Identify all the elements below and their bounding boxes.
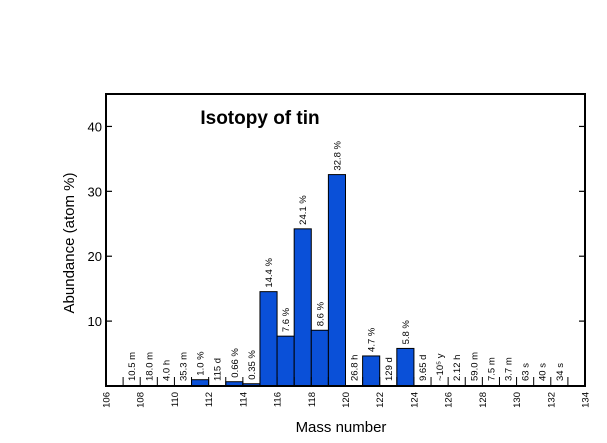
x-tick-label-122: 122 <box>375 392 386 408</box>
bar-mass-119 <box>310 329 329 387</box>
abundance-label-119: 8.6 % <box>315 301 326 326</box>
half-life-label-126: ~10⁵ y <box>435 353 446 381</box>
half-life-label-108: 10.5 m <box>127 352 138 381</box>
half-life-label-131: 63 s <box>521 363 532 381</box>
bar-mass-124 <box>396 347 415 387</box>
x-tick-label-118: 118 <box>307 392 318 407</box>
abundance-label-112: 1.0 % <box>196 351 207 376</box>
y-tick-label-20: 20 <box>88 249 102 264</box>
x-tick-label-116: 116 <box>273 392 284 407</box>
half-life-label-110: 4.0 h <box>161 360 172 381</box>
x-tick-label-130: 130 <box>512 392 523 408</box>
abundance-label-124: 5.8 % <box>401 320 412 345</box>
abundance-label-117: 7.6 % <box>281 307 292 332</box>
x-tick-label-128: 128 <box>478 392 489 408</box>
y-axis-label: Abundance (atom %) <box>61 173 78 314</box>
half-life-label-132: 40 s <box>538 363 549 381</box>
abundance-label-122: 4.7 % <box>367 327 378 352</box>
x-tick-label-110: 110 <box>170 392 181 407</box>
half-life-label-129: 7.5 m <box>486 357 497 381</box>
half-life-label-128: 59.0 m <box>469 352 480 381</box>
x-tick-label-112: 112 <box>204 392 215 407</box>
half-life-label-121: 26.8 h <box>350 355 361 381</box>
x-tick-label-106: 106 <box>102 392 113 408</box>
bar-mass-118 <box>293 228 312 387</box>
x-axis-label: Mass number <box>296 419 387 436</box>
half-life-label-133: 34 s <box>555 363 566 381</box>
abundance-label-115: 0.35 % <box>247 350 258 380</box>
abundance-label-118: 24.1 % <box>298 195 309 225</box>
half-life-label-127: 2.12 h <box>452 355 463 381</box>
y-tick-label-10: 10 <box>88 314 102 329</box>
plot-frame <box>105 93 586 387</box>
half-life-label-130: 3.7 m <box>504 357 515 381</box>
y-tick-label-30: 30 <box>88 184 102 199</box>
bar-mass-122 <box>362 355 381 387</box>
bar-mass-120 <box>327 174 346 387</box>
x-tick-label-108: 108 <box>136 392 147 408</box>
half-life-label-113: 115 d <box>213 358 224 381</box>
x-tick-label-132: 132 <box>546 392 557 408</box>
half-life-label-125: 9.65 d <box>418 355 429 381</box>
abundance-label-120: 32.8 % <box>332 140 343 170</box>
x-tick-label-124: 124 <box>409 392 420 408</box>
x-tick-label-114: 114 <box>238 392 249 407</box>
bar-mass-117 <box>276 335 295 387</box>
axis-layer: 106 108 110 112 114 116 118 120 122 124 126 128 130 1… <box>88 119 592 407</box>
half-life-label-123: 129 d <box>384 357 395 381</box>
x-tick-label-134: 134 <box>581 392 592 408</box>
y-tick-label-40: 40 <box>88 119 102 134</box>
chart-title: Isotopy of tin <box>200 108 319 129</box>
labels-layer: 1.0 % 0.66 % 0.35 % 14.4 % 7.6 % 24.1 % 8.6 % 3… <box>127 140 566 381</box>
abundance-label-114: 0.66 % <box>230 348 241 378</box>
half-life-label-109: 18.0 m <box>144 352 155 381</box>
x-tick-label-126: 126 <box>444 392 455 408</box>
half-life-label-111: 35.3 m <box>178 352 189 381</box>
bar-mass-116 <box>259 291 278 387</box>
x-tick-label-120: 120 <box>341 392 352 408</box>
abundance-label-116: 14.4 % <box>264 258 275 288</box>
